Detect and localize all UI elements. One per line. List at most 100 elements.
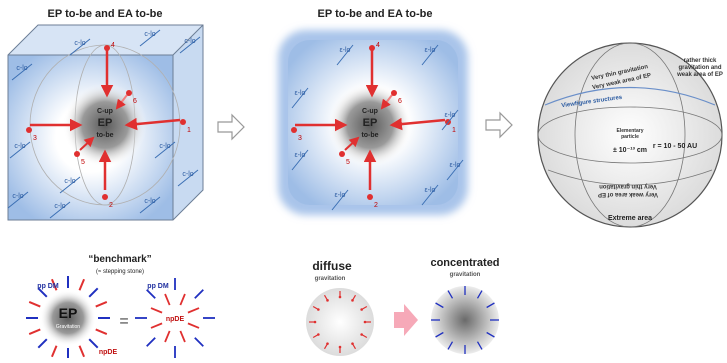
arrow-number: 4 bbox=[111, 42, 115, 49]
edge-label: c-lo bbox=[159, 143, 170, 150]
diffuse-circle bbox=[306, 288, 374, 356]
arrow bbox=[88, 287, 99, 298]
edge-streak bbox=[139, 196, 161, 214]
arrow bbox=[194, 289, 204, 299]
edge-streak bbox=[421, 184, 439, 206]
arrow-dot bbox=[104, 45, 110, 51]
arrow-number: 5 bbox=[346, 159, 350, 166]
edge-streak bbox=[291, 87, 309, 109]
edge-streak bbox=[421, 44, 439, 66]
arrow bbox=[37, 338, 48, 349]
arrow-dot bbox=[338, 345, 342, 349]
edge-label: ε-lo bbox=[295, 90, 306, 97]
edge-streak bbox=[9, 141, 31, 159]
edge-label: c-lo bbox=[54, 203, 65, 210]
equator bbox=[537, 106, 723, 164]
sphere-label: Elementary bbox=[617, 128, 644, 134]
edge-streak bbox=[139, 29, 161, 47]
arrow-dot bbox=[360, 333, 363, 336]
edge-streak bbox=[11, 63, 33, 81]
sphere-label: Very thin gravitation bbox=[599, 183, 657, 189]
arrow-dot bbox=[351, 299, 354, 302]
edge-streak bbox=[336, 44, 354, 66]
arrow bbox=[124, 117, 181, 131]
concentrated-subtitle: gravitation bbox=[450, 272, 481, 278]
edge-streak bbox=[446, 159, 464, 181]
arrow-dot bbox=[339, 151, 345, 157]
arrow bbox=[88, 338, 99, 349]
center-label: EP bbox=[363, 117, 378, 129]
arrow bbox=[486, 331, 495, 338]
arrow-dot bbox=[74, 151, 80, 157]
sphere-label: Very weak area of EP bbox=[598, 191, 658, 197]
arrow bbox=[179, 293, 186, 306]
edge-streak bbox=[49, 201, 71, 219]
edge-streak bbox=[7, 191, 29, 209]
arrow bbox=[78, 345, 85, 358]
arrow-dot bbox=[363, 320, 367, 324]
arrow bbox=[476, 290, 483, 299]
arrow bbox=[79, 136, 95, 151]
arrow-dot bbox=[317, 308, 320, 311]
arrow bbox=[476, 341, 483, 350]
arrow-number: 6 bbox=[133, 98, 137, 105]
arrow bbox=[179, 330, 186, 343]
arrow bbox=[380, 94, 393, 110]
sphere-label: particle bbox=[621, 134, 639, 140]
arrow-number: 3 bbox=[298, 135, 302, 142]
arrow bbox=[28, 301, 41, 308]
center-label: EP bbox=[98, 117, 113, 129]
edge-label: c-lo bbox=[16, 65, 27, 72]
edge-streak bbox=[331, 189, 349, 211]
arrow bbox=[435, 302, 444, 309]
arrow bbox=[95, 301, 108, 308]
edge-streak bbox=[154, 141, 176, 159]
empty-circle bbox=[149, 292, 201, 344]
arrow-dot bbox=[367, 194, 373, 200]
edge-label: c-lo bbox=[74, 40, 85, 47]
arrow bbox=[435, 331, 444, 338]
edge-label: ε-lo bbox=[445, 112, 456, 119]
arrow-dot bbox=[338, 295, 342, 299]
cube-panel bbox=[7, 24, 204, 221]
meridian bbox=[574, 42, 686, 228]
arrow-dot bbox=[291, 127, 297, 133]
arrow bbox=[146, 337, 156, 347]
sphere-label: rather thick bbox=[684, 58, 717, 64]
arrow bbox=[447, 341, 454, 350]
ep-label: EP bbox=[59, 305, 78, 321]
arrow bbox=[150, 307, 163, 314]
arrow bbox=[95, 328, 108, 335]
edge-label: ε-lo bbox=[335, 192, 346, 199]
sphere-label: weak area of EP bbox=[676, 72, 723, 78]
center-label: C-up bbox=[362, 108, 378, 115]
arrow-number: 1 bbox=[187, 127, 191, 134]
edge-streak bbox=[59, 176, 81, 194]
arrow bbox=[486, 302, 495, 309]
cube-edges bbox=[7, 24, 204, 221]
arrow bbox=[51, 345, 58, 358]
arrow-number: 2 bbox=[109, 202, 113, 209]
arrow-number: 1 bbox=[452, 127, 456, 134]
edge-label: c-lo bbox=[184, 38, 195, 45]
center-label: to-be bbox=[361, 132, 378, 139]
arrow-dot bbox=[326, 299, 329, 302]
arrow-dot bbox=[26, 127, 32, 133]
arrow-dot bbox=[351, 342, 354, 345]
arrow bbox=[389, 117, 446, 131]
arrow bbox=[146, 289, 156, 299]
edge-streak bbox=[441, 109, 459, 131]
np-de: npDE bbox=[166, 316, 185, 323]
arrow-dot bbox=[180, 119, 186, 125]
arrow-dot bbox=[391, 90, 397, 96]
arrow bbox=[150, 322, 163, 329]
sphere-panel bbox=[537, 42, 723, 228]
edge-label: ε-lo bbox=[425, 187, 436, 194]
edge-label: c-lo bbox=[182, 171, 193, 178]
cube-top bbox=[8, 25, 203, 55]
arrow-dot bbox=[313, 320, 317, 324]
arrow bbox=[164, 293, 171, 306]
pp-dm: pp DM bbox=[147, 283, 169, 290]
edge-label: c-lo bbox=[14, 143, 25, 150]
